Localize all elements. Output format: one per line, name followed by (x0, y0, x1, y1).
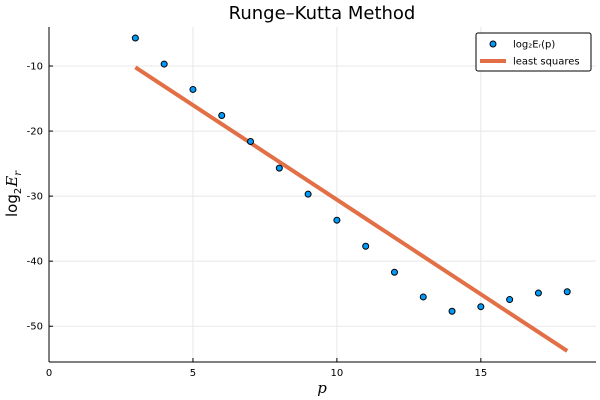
y-label-base-subscript: 2 (13, 188, 24, 194)
data-point (362, 242, 370, 250)
data-point (160, 60, 168, 68)
grid (48, 27, 596, 362)
y-tick-label: -20 (27, 127, 43, 138)
data-point (563, 288, 571, 296)
scatter-series (131, 34, 571, 315)
y-tick-label: -30 (27, 192, 43, 203)
y-tick-label: -10 (27, 62, 43, 73)
y-label-variable-subscript: r (13, 170, 24, 176)
data-point (304, 190, 312, 198)
data-point (534, 289, 542, 297)
legend-marker-swatch (489, 40, 497, 48)
axes (48, 27, 596, 363)
data-point (448, 307, 456, 315)
data-point (247, 137, 255, 145)
data-point (275, 164, 283, 172)
legend: log₂Eᵣ(p) least squares (475, 32, 592, 72)
legend-label: least squares (513, 57, 580, 68)
data-point (189, 85, 197, 93)
data-point (419, 293, 427, 301)
legend-label: log₂Eᵣ(p) (513, 40, 555, 51)
x-tick-label: 5 (190, 368, 196, 379)
x-tick-label: 10 (331, 368, 344, 379)
y-tick-label: -50 (27, 322, 43, 333)
data-point (131, 34, 139, 42)
data-point (218, 111, 226, 119)
y-label-variable: E (3, 176, 21, 188)
data-point (333, 216, 341, 224)
chart-title: Runge–Kutta Method (229, 3, 416, 24)
data-point (390, 268, 398, 276)
x-tick-label: 15 (474, 368, 487, 379)
y-tick-label: -40 (27, 257, 43, 268)
x-tick-label: 0 (46, 368, 52, 379)
tick-labels: 0 5 10 15 -10 -20 -30 -40 -50 (27, 62, 488, 379)
data-point (477, 303, 485, 311)
y-axis-label: log2Er (3, 170, 24, 217)
least-squares-line (134, 65, 569, 353)
least-squares-series (134, 65, 569, 353)
x-axis-label: p (317, 379, 327, 397)
data-point (506, 296, 514, 304)
y-label-base: log (3, 194, 21, 217)
